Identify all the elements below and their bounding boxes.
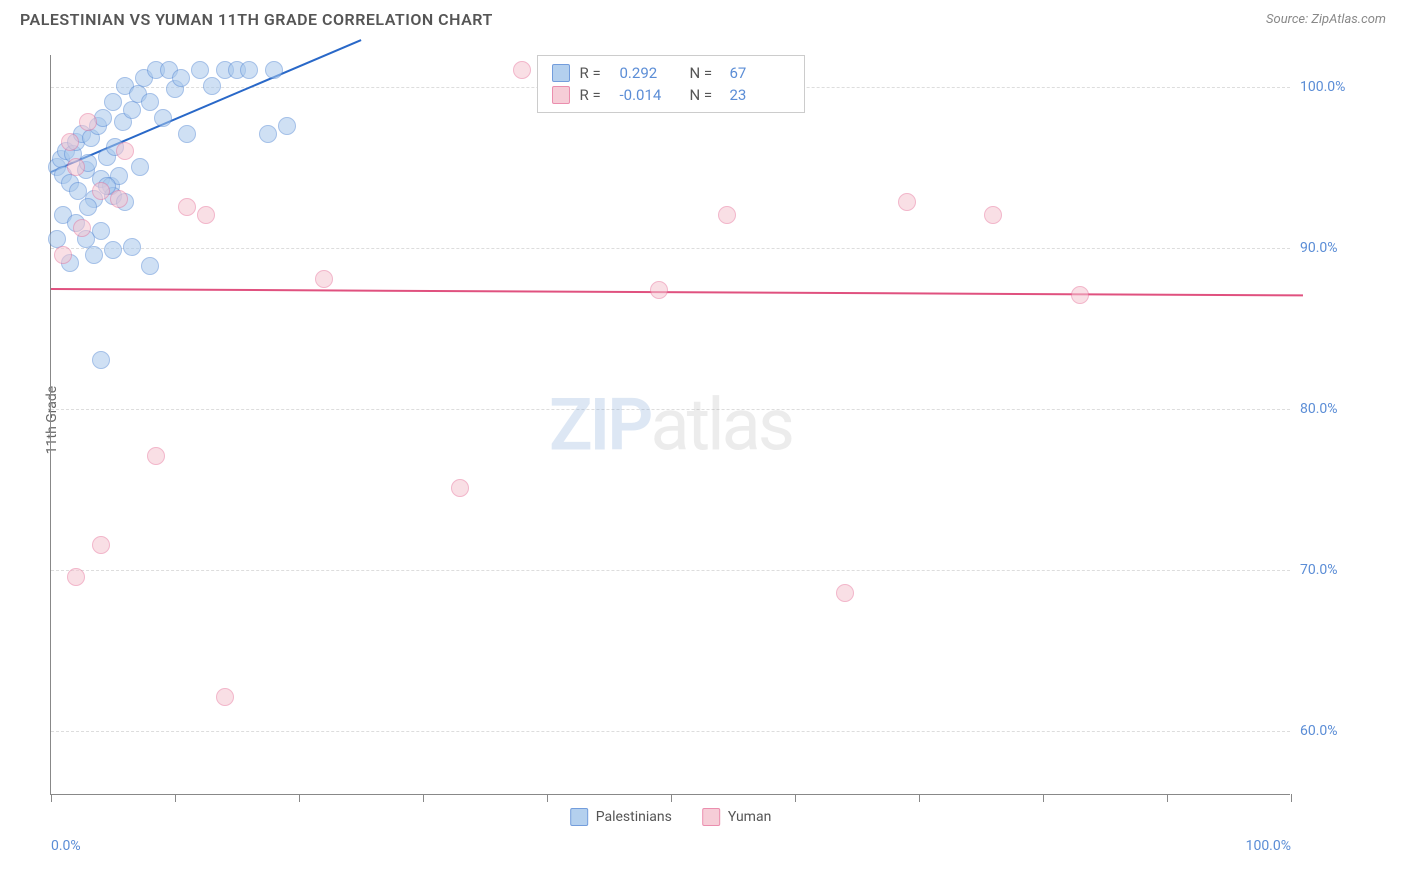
swatch-yuman-bottom [702, 808, 720, 826]
swatch-palestinians-bottom [570, 808, 588, 826]
watermark-zip: ZIP [549, 382, 650, 467]
chart-title: PALESTINIAN VS YUMAN 11TH GRADE CORRELAT… [20, 10, 493, 29]
x-tick [547, 794, 548, 802]
data-point-yuman [984, 206, 1002, 224]
r-label: R = [580, 86, 610, 104]
legend-item-yuman: Yuman [702, 808, 771, 826]
data-point-palestinians [191, 61, 209, 79]
x-tick [795, 794, 796, 802]
trend-line-yuman [51, 288, 1303, 296]
data-point-yuman [898, 193, 916, 211]
data-point-palestinians [178, 125, 196, 143]
x-tick [51, 794, 52, 802]
chart-container: ZIPatlas R = 0.292 N = 67 R = -0.014 N =… [50, 55, 1370, 805]
data-point-palestinians [259, 125, 277, 143]
watermark-atlas: atlas [650, 382, 792, 467]
y-tick-label: 70.0% [1300, 562, 1370, 578]
gridline [51, 248, 1290, 249]
data-point-yuman [92, 182, 110, 200]
data-point-palestinians [240, 61, 258, 79]
y-tick-label: 90.0% [1300, 240, 1370, 256]
data-point-palestinians [123, 238, 141, 256]
x-tick [919, 794, 920, 802]
data-point-yuman [836, 584, 854, 602]
data-point-palestinians [141, 257, 159, 275]
data-point-yuman [54, 246, 72, 264]
x-tick [423, 794, 424, 802]
gridline [51, 409, 1290, 410]
x-tick [299, 794, 300, 802]
series-legend: Palestinians Yuman [570, 808, 772, 826]
trend-line-palestinians [51, 39, 362, 173]
x-tick [671, 794, 672, 802]
data-point-palestinians [131, 158, 149, 176]
data-point-yuman [79, 113, 97, 131]
data-point-yuman [110, 190, 128, 208]
data-point-palestinians [92, 351, 110, 369]
correlation-legend: R = 0.292 N = 67 R = -0.014 N = 23 [537, 55, 805, 113]
data-point-palestinians [104, 93, 122, 111]
data-point-yuman [147, 447, 165, 465]
data-point-yuman [197, 206, 215, 224]
legend-row-palestinians: R = 0.292 N = 67 [552, 62, 790, 84]
data-point-yuman [92, 536, 110, 554]
r-label: R = [580, 64, 610, 82]
legend-label-yuman: Yuman [728, 809, 771, 825]
data-point-yuman [67, 568, 85, 586]
data-point-yuman [61, 133, 79, 151]
watermark: ZIPatlas [549, 382, 792, 467]
n-label: N = [690, 86, 720, 104]
swatch-palestinians [552, 64, 570, 82]
data-point-yuman [116, 142, 134, 160]
legend-label-palestinians: Palestinians [596, 809, 672, 825]
x-tick [1043, 794, 1044, 802]
plot-area: ZIPatlas R = 0.292 N = 67 R = -0.014 N =… [50, 55, 1290, 795]
legend-row-yuman: R = -0.014 N = 23 [552, 84, 790, 106]
data-point-palestinians [278, 117, 296, 135]
data-point-palestinians [154, 109, 172, 127]
data-point-yuman [451, 479, 469, 497]
y-tick-label: 100.0% [1300, 79, 1370, 95]
gridline [51, 570, 1290, 571]
data-point-palestinians [79, 198, 97, 216]
data-point-yuman [315, 270, 333, 288]
data-point-palestinians [141, 93, 159, 111]
data-point-yuman [718, 206, 736, 224]
n-value-palestinians: 67 [730, 64, 790, 82]
data-point-palestinians [203, 77, 221, 95]
data-point-palestinians [172, 69, 190, 87]
n-label: N = [690, 64, 720, 82]
x-tick-label-min: 0.0% [51, 838, 81, 854]
gridline [51, 731, 1290, 732]
source-attribution: Source: ZipAtlas.com [1266, 12, 1386, 27]
swatch-yuman [552, 86, 570, 104]
y-tick-label: 60.0% [1300, 723, 1370, 739]
data-point-palestinians [265, 61, 283, 79]
data-point-yuman [178, 198, 196, 216]
data-point-yuman [73, 219, 91, 237]
data-point-yuman [513, 61, 531, 79]
data-point-yuman [67, 158, 85, 176]
x-tick [1167, 794, 1168, 802]
data-point-yuman [216, 688, 234, 706]
x-tick [175, 794, 176, 802]
data-point-palestinians [104, 241, 122, 259]
data-point-palestinians [123, 101, 141, 119]
r-value-palestinians: 0.292 [620, 64, 680, 82]
data-point-yuman [650, 281, 668, 299]
n-value-yuman: 23 [730, 86, 790, 104]
data-point-yuman [1071, 286, 1089, 304]
x-tick [1291, 794, 1292, 802]
r-value-yuman: -0.014 [620, 86, 680, 104]
legend-item-palestinians: Palestinians [570, 808, 672, 826]
data-point-palestinians [85, 246, 103, 264]
y-tick-label: 80.0% [1300, 401, 1370, 417]
x-tick-label-max: 100.0% [1246, 838, 1291, 854]
